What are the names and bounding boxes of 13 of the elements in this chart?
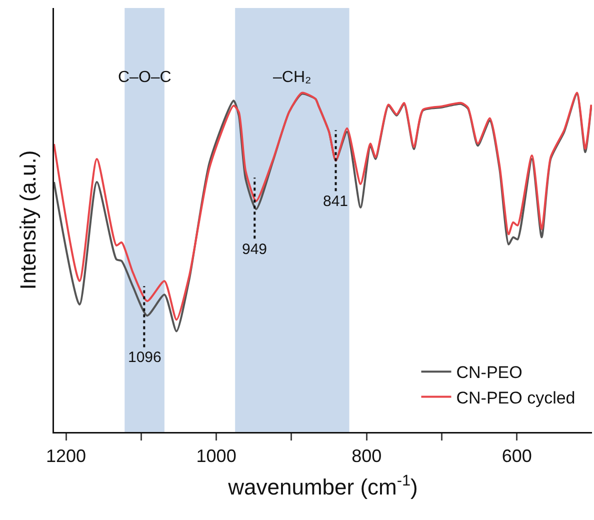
x-tick-label: 1200 bbox=[46, 446, 86, 466]
annotation: 949 bbox=[242, 241, 268, 258]
x-axis-title: wavenumber (cm$^{-1}$) bbox=[227, 472, 418, 500]
band-label: –CH₂ bbox=[273, 69, 312, 86]
x-tick-label: 1000 bbox=[196, 446, 236, 466]
legend-label: CN-PEO cycled bbox=[456, 388, 576, 408]
x-tick-label: 600 bbox=[502, 446, 532, 466]
annotation: 1096 bbox=[128, 349, 162, 366]
band-label: C–O–C bbox=[118, 69, 172, 86]
legend-label: CN-PEO bbox=[456, 363, 522, 382]
y-axis-title: Intensity (a.u.) bbox=[16, 150, 41, 290]
x-tick-label: 800 bbox=[352, 446, 382, 466]
annotation: 841 bbox=[323, 193, 348, 210]
